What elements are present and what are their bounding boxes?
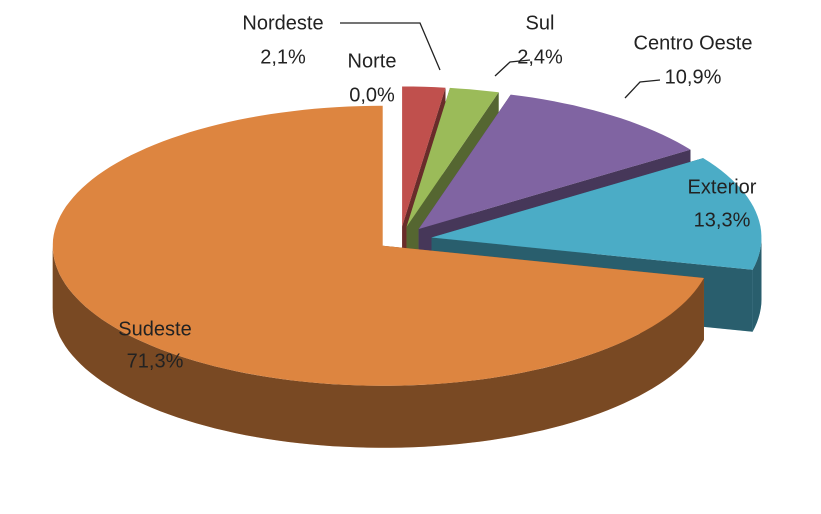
value-label: 71,3% (127, 350, 184, 372)
slices (52, 86, 762, 448)
slice-label: Exterior (688, 176, 757, 198)
slice-side (752, 237, 762, 332)
value-label: 2,4% (517, 46, 563, 68)
slice (431, 158, 762, 270)
slice (406, 87, 499, 227)
slice-label: Nordeste (242, 12, 323, 34)
slice (418, 94, 691, 229)
slice (52, 105, 704, 386)
slice-side (52, 245, 704, 448)
slice-side-shade (752, 237, 762, 332)
value-label: 13,3% (694, 209, 751, 231)
slice-label: Norte (348, 50, 397, 72)
slice-label: Sudeste (118, 318, 191, 340)
leader-line (624, 79, 661, 99)
slice-label: Sul (526, 12, 555, 34)
labels: Norte 0,0% Nordeste 2,1% Sul 2,4% Centro Oeste… (118, 12, 756, 372)
value-label: 10,9% (665, 66, 722, 88)
slice-label: Centro Oeste (634, 32, 753, 54)
slice (402, 86, 446, 227)
value-label: 0,0% (349, 84, 395, 106)
leader-line (340, 22, 441, 71)
leader-line (494, 59, 531, 77)
slice-side-shade (52, 245, 704, 448)
value-label: 2,1% (260, 46, 306, 68)
